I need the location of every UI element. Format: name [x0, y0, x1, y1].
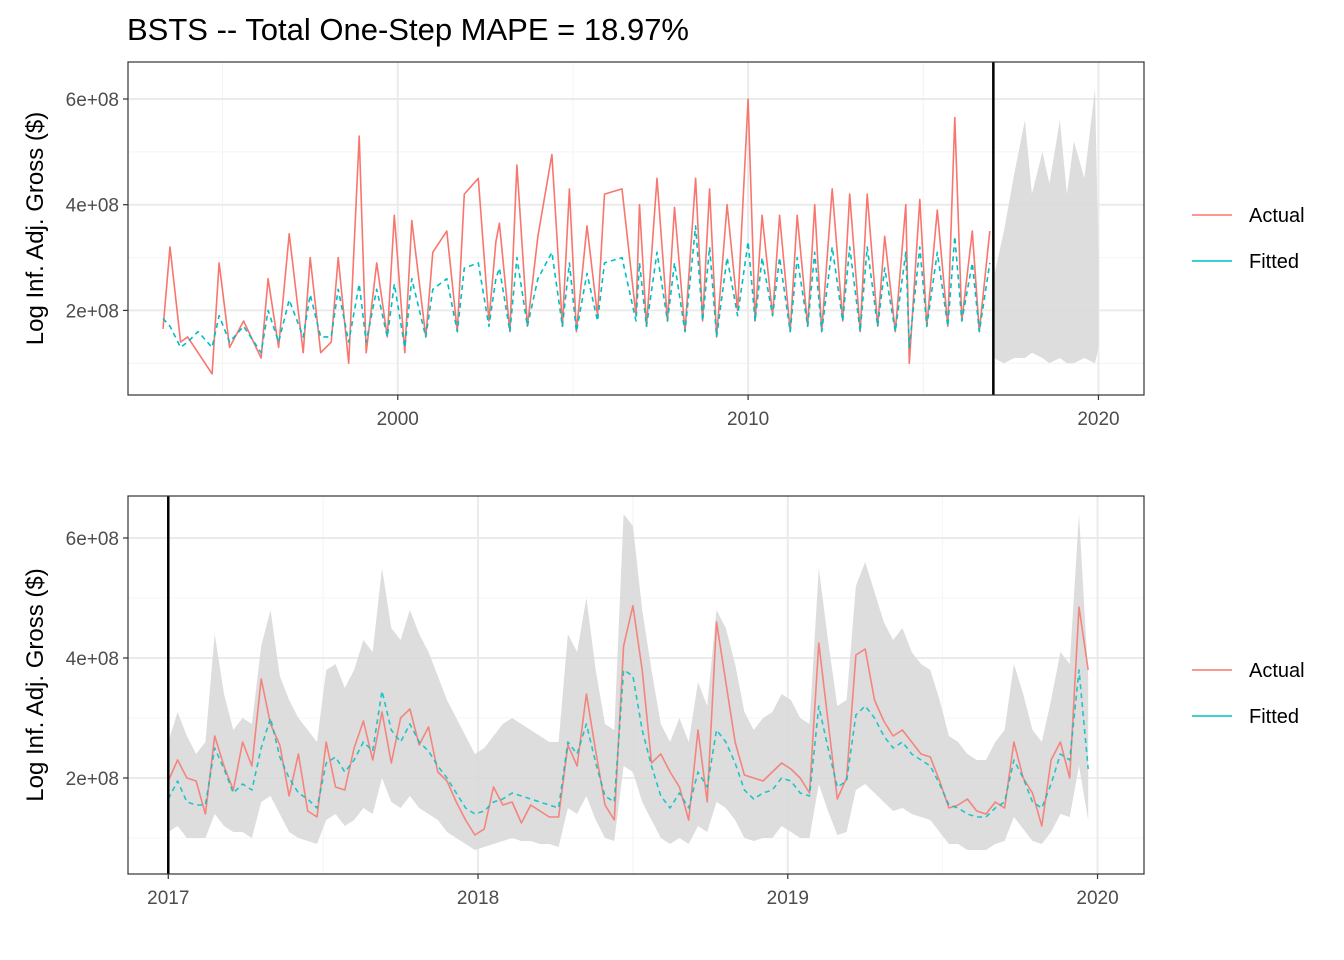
y-axis-label: Log Inf. Adj. Gross ($) [22, 112, 49, 345]
forecast-interval-band [168, 514, 1089, 850]
panel-full-history: 2e+08 4e+08 6e+08 2000 2010 2020 Log Inf. Adj.… [22, 61, 1145, 430]
figure-title: BSTS -- Total One-Step MAPE = 18.97% [127, 12, 689, 47]
forecast-interval-band [993, 88, 1099, 364]
x-tick-label: 2010 [727, 409, 769, 430]
series-line-fitted [162, 225, 991, 354]
x-tick-label: 2020 [1077, 409, 1119, 430]
y-tick-label: 6e+08 [66, 90, 119, 111]
y-tick-label: 4e+08 [66, 196, 119, 217]
x-tick-label: 2018 [457, 888, 499, 909]
panel-border [127, 61, 1145, 396]
panel-forecast-zoom: 2e+08 4e+08 6e+08 2017 2018 2019 2020 Log Inf. … [22, 495, 1145, 909]
x-tick-label: 2000 [377, 409, 419, 430]
y-axis-label: Log Inf. Adj. Gross ($) [22, 568, 49, 801]
legend-bottom: Actual Fitted [1192, 660, 1305, 728]
x-tick-label: 2017 [147, 888, 189, 909]
series-line-actual [167, 605, 1089, 836]
legend-label-actual: Actual [1249, 660, 1305, 682]
legend-label-fitted: Fitted [1249, 251, 1299, 273]
x-tick-label: 2019 [767, 888, 809, 909]
panel-border [127, 495, 1145, 875]
legend-label-fitted: Fitted [1249, 706, 1299, 728]
y-tick-label: 2e+08 [66, 301, 119, 322]
plot-background [128, 62, 1144, 395]
legend-label-actual: Actual [1249, 205, 1305, 227]
series-line-fitted [167, 669, 1089, 818]
y-tick-label: 4e+08 [66, 649, 119, 670]
y-tick-label: 6e+08 [66, 529, 119, 550]
x-tick-label: 2020 [1076, 888, 1118, 909]
y-tick-label: 2e+08 [66, 769, 119, 790]
legend-top: Actual Fitted [1192, 205, 1305, 273]
